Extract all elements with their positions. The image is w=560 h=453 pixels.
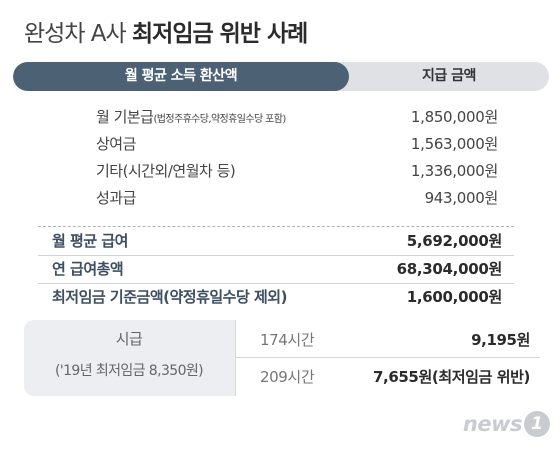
hours-label: 174시간 <box>260 331 315 349</box>
minimum-wage-note: ('19년 최저임금 8,350원) <box>54 363 204 379</box>
news1-logo: news 1 <box>463 409 550 439</box>
list-item: 성과급 943,000원 <box>0 185 560 211</box>
logo-text: news <box>462 412 523 436</box>
item-label: 월 기본급(법정주휴수당,약정휴일수당 포함) <box>96 108 286 126</box>
item-value: 1,563,000원 <box>410 135 498 153</box>
summary-row: 월 평균 급여 5,692,000원 <box>0 228 560 254</box>
row-divider <box>38 255 514 256</box>
title-main: 최저임금 위반 사례 <box>132 21 308 47</box>
summary-value: 5,692,000원 <box>406 232 503 250</box>
summary-label: 월 평균 급여 <box>52 232 128 250</box>
box-divider <box>235 320 236 396</box>
item-value: 943,000원 <box>424 189 499 207</box>
summary-label: 연 급여총액 <box>52 260 124 278</box>
item-value: 1,850,000원 <box>410 108 498 126</box>
item-label: 성과급 <box>96 189 136 207</box>
box-row-divider <box>235 357 540 358</box>
summary-value: 1,600,000원 <box>406 288 503 306</box>
summary-value: 68,304,000원 <box>396 260 503 278</box>
column-header-bar: 월 평균 소득 환산액 지급 금액 <box>13 62 549 91</box>
hourly-wage-label: 시급 <box>115 330 143 348</box>
item-value: 1,336,000원 <box>410 162 498 180</box>
title-company: 완성차 A사 <box>24 21 127 47</box>
summary-row: 연 급여총액 68,304,000원 <box>0 256 560 282</box>
item-label: 상여금 <box>96 135 136 153</box>
hourly-value: 9,195원 <box>471 331 530 349</box>
hourly-wage-values-panel <box>235 320 540 396</box>
header-amount-label: 지급 금액 <box>422 68 476 84</box>
page-title: 완성차 A사 최저임금 위반 사례 <box>24 14 308 48</box>
summary-row: 최저임금 기준금액(약정휴일수당 제외) 1,600,000원 <box>0 284 560 310</box>
row-divider <box>38 283 514 284</box>
hours-label: 209시간 <box>260 368 315 386</box>
item-note: (법정주휴수당,약정휴일수당 포함) <box>153 114 286 125</box>
logo-mark-icon: 1 <box>524 411 550 437</box>
summary-label: 최저임금 기준금액(약정휴일수당 제외) <box>52 288 287 306</box>
item-label: 기타(시간외/연월차 등) <box>96 162 236 180</box>
list-item: 월 기본급(법정주휴수당,약정휴일수당 포함) 1,850,000원 <box>0 104 560 130</box>
header-income-label: 월 평균 소득 환산액 <box>13 62 349 91</box>
list-item: 기타(시간외/연월차 등) 1,336,000원 <box>0 158 560 184</box>
hourly-value: 7,655원(최저임금 위반) <box>373 368 530 386</box>
list-item: 상여금 1,563,000원 <box>0 131 560 157</box>
section-divider <box>38 226 514 227</box>
